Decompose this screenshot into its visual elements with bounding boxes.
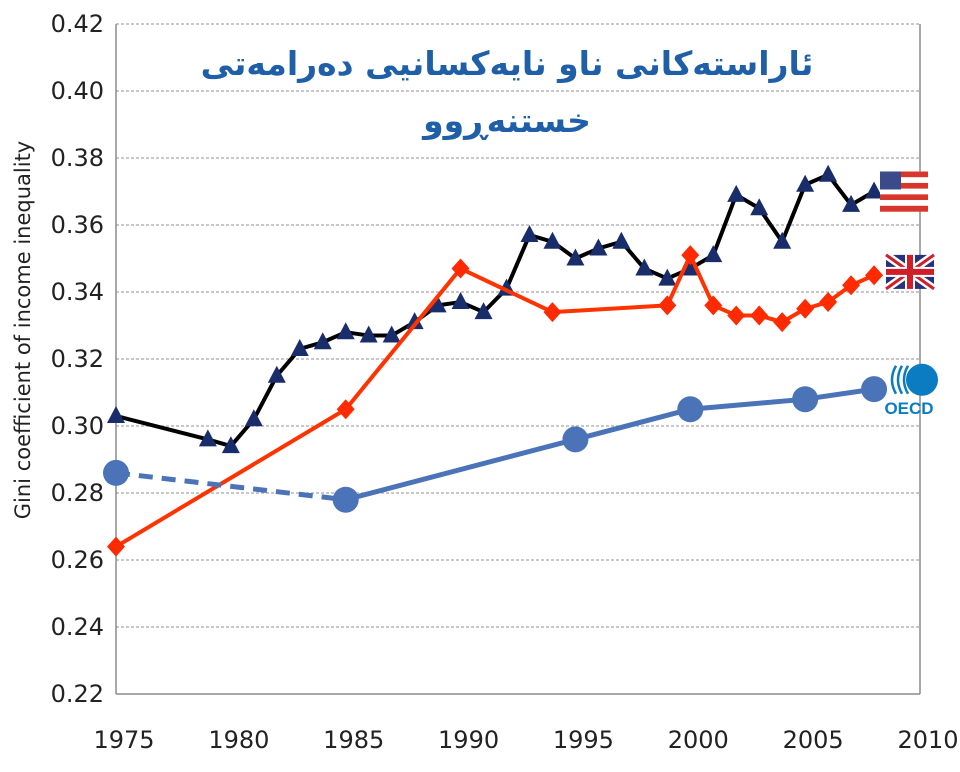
y-tick-label: 0.22 [51,680,104,708]
data-point-us [635,258,654,276]
data-point-us [313,332,332,350]
y-tick-label: 0.28 [51,479,104,507]
us-flag-icon [880,171,928,212]
data-point-us [750,198,769,216]
flag-stripe [880,194,928,201]
x-tick-labels: 1975 1980 1985 1990 1995 2000 2005 2010 [93,726,958,754]
data-point-us [382,325,401,343]
chart-title-line-1: ئاراستەکانی ناو نایەکسانیی دەرامەتی [201,44,814,84]
flag-canton [880,171,901,190]
data-point-us [612,231,631,249]
oecd-logo-arc [896,365,904,395]
data-point-us [727,184,746,202]
oecd-logo-arc [902,365,910,395]
data-point-us [107,405,125,423]
y-tick-label: 0.34 [51,278,104,306]
data-point-us [704,245,723,263]
y-tick-label: 0.32 [51,345,104,373]
data-point-us [451,292,470,310]
y-tick-labels: 0.22 0.24 0.26 0.28 0.30 0.32 0.34 0.36 0.38 0.40… [51,10,104,708]
y-axis-label: Gini coefficient of income inequality [11,141,35,519]
y-tick-label: 0.30 [51,412,104,440]
y-tick-label: 0.36 [51,211,104,239]
oecd-logo-disc [906,363,938,396]
data-point-us [290,338,309,356]
data-point-us [865,181,884,199]
flag-stripe [880,205,928,212]
x-tick-label: 1985 [323,726,384,754]
data-point-uk [107,536,125,557]
data-point-uk [750,305,769,326]
data-point-oecd [677,396,704,423]
data-point-oecd [861,376,888,403]
data-point-us [520,225,539,243]
data-point-uk [819,292,838,313]
y-tick-label: 0.38 [51,144,104,172]
x-tick-label: 2010 [897,726,958,754]
oecd-logo-icon: OECD [884,363,938,418]
data-point-us [819,164,838,182]
data-point-uk [704,295,723,316]
data-point-us [198,429,217,447]
x-tick-label: 1995 [553,726,614,754]
data-point-us [658,268,677,286]
data-point-us [244,409,263,427]
data-point-uk [543,302,562,323]
data-point-uk [796,298,815,319]
data-point-uk [681,245,700,266]
data-point-uk [336,399,355,420]
x-tick-label: 1975 [93,726,154,754]
y-tick-label: 0.42 [51,10,104,38]
series-line-oecd-dashed [115,470,347,503]
data-point-oecd [792,386,819,413]
x-tick-label: 1990 [438,726,499,754]
legend-markers: OECD [880,171,938,418]
chart-title-line-2: خستنەڕوو [421,101,591,141]
gridlines [116,23,920,628]
flag-stripe [880,177,928,184]
x-tick-label: 1980 [208,726,269,754]
oecd-logo-arc [890,365,898,395]
y-tick-label: 0.26 [51,546,104,574]
data-point-us [221,436,240,454]
data-point-uk [842,275,861,296]
data-point-us [359,325,378,343]
data-point-us [428,295,447,313]
data-point-us [543,231,562,249]
y-tick-label: 0.40 [51,77,104,105]
x-tick-label: 2000 [668,726,729,754]
data-point-us [474,302,493,320]
series-layer [103,164,888,557]
flag-stripe [880,188,928,195]
data-point-oecd [562,426,589,453]
y-tick-label: 0.24 [51,613,104,641]
data-point-uk [773,312,792,333]
data-point-us [681,258,700,276]
x-tick-label: 2005 [783,726,844,754]
oecd-logo-text: OECD [884,399,933,418]
data-point-us [336,322,355,340]
data-point-uk [451,258,470,279]
data-point-us [773,231,792,249]
uk-flag-icon [883,251,937,293]
data-point-us [405,312,424,330]
axes [115,24,921,695]
data-point-oecd [332,486,359,513]
flag-stripe [880,200,928,206]
flag-stripe [880,171,928,178]
data-point-us [589,238,608,256]
data-point-us [267,365,286,383]
data-point-uk [865,265,884,286]
flag-stripe [880,182,928,189]
data-point-uk [658,295,677,316]
data-point-uk [727,305,746,326]
data-point-us [842,194,861,212]
data-point-us [566,248,585,266]
flag-cross-red [886,268,934,275]
data-point-us [796,174,815,192]
data-point-oecd [103,459,129,486]
